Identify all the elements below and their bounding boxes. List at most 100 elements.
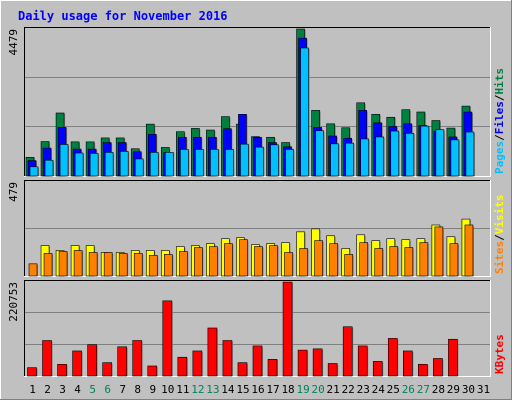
- legend-hits-files-pages: Pages/Files/Hits: [493, 68, 506, 174]
- kbytes-bar: [102, 362, 112, 377]
- sites-bar: [209, 246, 218, 277]
- x-tick-label: 28: [432, 383, 445, 396]
- pages-bar: [315, 130, 324, 177]
- kbytes-bar: [177, 356, 188, 377]
- x-tick-label: 17: [266, 383, 279, 396]
- pages-bar: [330, 143, 339, 177]
- x-tick-label: 1: [29, 383, 36, 396]
- x-tick-label: 5: [89, 383, 96, 396]
- legend-kbytes: KBytes: [493, 334, 506, 374]
- sites-bar: [148, 255, 158, 277]
- pages-bar: [465, 131, 475, 177]
- kbytes-bar: [162, 300, 173, 377]
- sites-bar: [179, 251, 188, 277]
- kbytes-bar: [57, 364, 67, 377]
- legend-pages: Pages: [493, 141, 506, 174]
- kbytes-bar: [312, 348, 323, 377]
- legend-visits-sites: Sites/Visits: [493, 195, 506, 275]
- kbytes-bar: [207, 327, 218, 377]
- legend-kbytes: KBytes: [493, 334, 506, 374]
- legend-sites: Sites: [493, 241, 506, 274]
- sites-bar: [28, 263, 38, 277]
- x-tick-label: 7: [119, 383, 126, 396]
- x-tick-label: 19: [296, 383, 309, 396]
- x-tick-label: 30: [462, 383, 475, 396]
- x-tick-label: 27: [417, 383, 430, 396]
- kbytes-bar: [433, 358, 443, 377]
- pages-bar: [149, 152, 159, 177]
- pages-bar: [405, 133, 415, 177]
- sites-bar: [344, 254, 353, 277]
- x-tick-label: 14: [221, 383, 235, 396]
- x-tick-label: 22: [342, 383, 355, 396]
- y-max-hits-label: 4479: [7, 29, 20, 56]
- kbytes-bar: [357, 345, 368, 377]
- pages-bar: [240, 143, 249, 177]
- sites-bar: [254, 246, 263, 277]
- kbytes-bar: [342, 326, 353, 377]
- sites-bar: [224, 243, 233, 277]
- sites-bar: [103, 252, 113, 277]
- legend-hits: Hits: [493, 68, 506, 95]
- legend-visits: Visits: [493, 195, 506, 235]
- pages-bar: [134, 158, 144, 177]
- pages-bar: [119, 151, 129, 177]
- kbytes-bar: [132, 340, 143, 377]
- sites-bar: [404, 247, 414, 277]
- pages-bar: [435, 129, 445, 177]
- legend-sep: /: [493, 234, 506, 241]
- kbytes-bar: [372, 361, 383, 377]
- pages-bar: [300, 47, 309, 177]
- x-tick-label: 20: [312, 383, 325, 396]
- kbytes-bar: [192, 350, 203, 377]
- x-tick-label: 24: [372, 383, 386, 396]
- chart-title: Daily usage for November 2016: [18, 9, 228, 23]
- sites-bar: [58, 251, 68, 277]
- kbytes-bar: [418, 364, 428, 377]
- sites-bar: [389, 246, 399, 277]
- kbytes-bar: [237, 362, 248, 377]
- sites-bar: [88, 252, 98, 277]
- pages-bar: [420, 125, 430, 177]
- x-tick-label: 2: [44, 383, 51, 396]
- sites-bar: [194, 247, 203, 277]
- sites-bar: [133, 253, 143, 277]
- chart-panels: 4479Pages/Files/Hits479Sites/Visits22075…: [7, 27, 506, 377]
- pages-bar: [104, 152, 114, 177]
- pages-bar: [180, 149, 189, 177]
- pages-bar: [375, 136, 385, 177]
- pages-bar: [59, 144, 69, 177]
- legend-sep: /: [493, 134, 506, 141]
- kbytes-bar: [403, 350, 413, 377]
- pages-bar: [195, 149, 204, 177]
- x-tick-label: 16: [251, 383, 264, 396]
- panel-1: [24, 27, 491, 177]
- pages-bar: [74, 152, 84, 177]
- sites-bar: [43, 253, 53, 277]
- kbytes-bar: [297, 349, 308, 377]
- x-tick-label: 15: [236, 383, 249, 396]
- x-tick-label: 23: [357, 383, 370, 396]
- x-tick-label: 29: [447, 383, 460, 396]
- kbytes-bar: [117, 346, 127, 377]
- x-tick-label: 4: [74, 383, 81, 396]
- sites-bar: [464, 224, 474, 277]
- sites-bar: [314, 240, 323, 277]
- sites-bar: [359, 242, 369, 277]
- pages-bar: [345, 142, 354, 177]
- pages-bar: [255, 146, 264, 177]
- kbytes-bar: [252, 345, 263, 377]
- pages-bar: [89, 153, 99, 177]
- x-tick-label: 25: [387, 383, 400, 396]
- pages-bar: [225, 149, 234, 177]
- sites-bar: [284, 252, 293, 277]
- panel-2: [24, 180, 491, 277]
- sites-bar: [434, 226, 444, 277]
- pages-bar: [29, 166, 39, 177]
- x-tick-label: 18: [281, 383, 294, 396]
- pages-bar: [44, 159, 54, 177]
- kbytes-bar: [267, 359, 278, 377]
- kbytes-bar: [27, 367, 37, 377]
- sites-bar: [329, 243, 338, 277]
